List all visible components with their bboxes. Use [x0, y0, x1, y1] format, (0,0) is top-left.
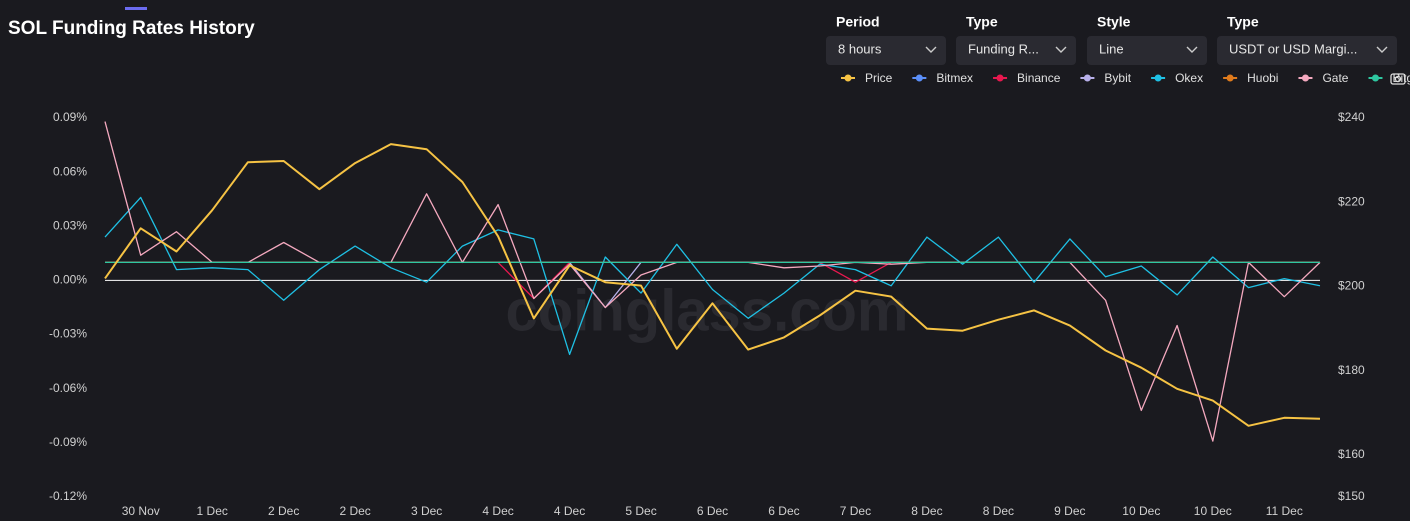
legend-dot — [996, 74, 1004, 82]
x-tick-label: 10 Dec — [1194, 504, 1232, 518]
y-tick-label: -0.06% — [49, 381, 87, 395]
legend-dot — [1154, 74, 1162, 82]
y2-tick-label: $150 — [1338, 489, 1365, 503]
x-tick-label: 2 Dec — [339, 504, 370, 518]
x-tick-label: 5 Dec — [625, 504, 656, 518]
camera-body — [1390, 73, 1406, 85]
y2-tick-label: $180 — [1338, 363, 1365, 377]
series-line — [104, 196, 1321, 356]
x-tick-label: 6 Dec — [697, 504, 728, 518]
chevron — [1186, 46, 1198, 53]
series-line — [104, 143, 1321, 427]
legend-dot — [844, 74, 852, 82]
y-tick-label: 0.09% — [53, 110, 87, 124]
x-tick-label: 11 Dec — [1266, 504, 1303, 518]
chevron — [925, 46, 937, 53]
x-tick-label: 4 Dec — [554, 504, 585, 518]
legend-label[interactable]: Huobi — [1247, 71, 1278, 85]
x-tick-label: 8 Dec — [911, 504, 942, 518]
legend-dot — [1083, 74, 1091, 82]
dropdown[interactable] — [1217, 36, 1397, 65]
y2-tick-label: $200 — [1338, 279, 1365, 293]
x-tick-label: 10 Dec — [1122, 504, 1160, 518]
x-tick-label: 6 Dec — [768, 504, 799, 518]
dropdown-value: Funding R... — [968, 41, 1039, 56]
legend-label[interactable]: Gate — [1322, 71, 1348, 85]
y-tick-label: -0.12% — [49, 489, 87, 503]
dropdown-value: USDT or USD Margi... — [1229, 41, 1357, 56]
dropdown[interactable] — [826, 36, 946, 65]
legend-dot — [1371, 74, 1379, 82]
x-tick-label: 9 Dec — [1054, 504, 1085, 518]
legend-label[interactable]: Bybit — [1104, 71, 1131, 85]
legend-label[interactable]: Okex — [1175, 71, 1203, 85]
y-tick-label: -0.09% — [49, 435, 87, 449]
dropdown-value: 8 hours — [838, 41, 882, 56]
y2-tick-label: $220 — [1338, 194, 1365, 208]
x-tick-label: 2 Dec — [268, 504, 299, 518]
control-label: Style — [1097, 14, 1131, 30]
legend-dot — [915, 74, 923, 82]
y-tick-label: -0.03% — [49, 327, 87, 341]
legend-label[interactable]: Price — [865, 71, 893, 85]
dropdown[interactable] — [1087, 36, 1207, 65]
control-label: Type — [966, 14, 998, 30]
tab-indicator — [125, 7, 147, 10]
x-tick-label: 30 Nov — [122, 504, 160, 518]
y2-tick-label: $240 — [1338, 110, 1365, 124]
control-label: Type — [1227, 14, 1259, 30]
legend-dot — [1226, 74, 1234, 82]
dropdown[interactable] — [956, 36, 1076, 65]
y2-tick-label: $160 — [1338, 447, 1365, 461]
control-label: Period — [836, 14, 880, 30]
camera-icon[interactable] — [1390, 73, 1406, 85]
x-tick-label: 3 Dec — [411, 504, 442, 518]
x-tick-label: 7 Dec — [840, 504, 871, 518]
x-tick-label: 8 Dec — [983, 504, 1014, 518]
dropdown-value: Line — [1099, 41, 1124, 56]
legend-label[interactable]: Binance — [1017, 71, 1061, 85]
y-tick-label: 0.03% — [53, 218, 87, 232]
y-tick-label: 0.00% — [53, 273, 87, 287]
chevron — [1376, 46, 1388, 53]
x-tick-label: 1 Dec — [197, 504, 228, 518]
chart-title: SOL Funding Rates History — [8, 18, 255, 39]
y-tick-label: 0.06% — [53, 164, 87, 178]
x-tick-label: 4 Dec — [482, 504, 513, 518]
chevron — [1055, 46, 1067, 53]
legend-label[interactable]: Bitmex — [936, 71, 973, 85]
legend-dot — [1301, 74, 1309, 82]
camera-lens — [1394, 75, 1402, 83]
